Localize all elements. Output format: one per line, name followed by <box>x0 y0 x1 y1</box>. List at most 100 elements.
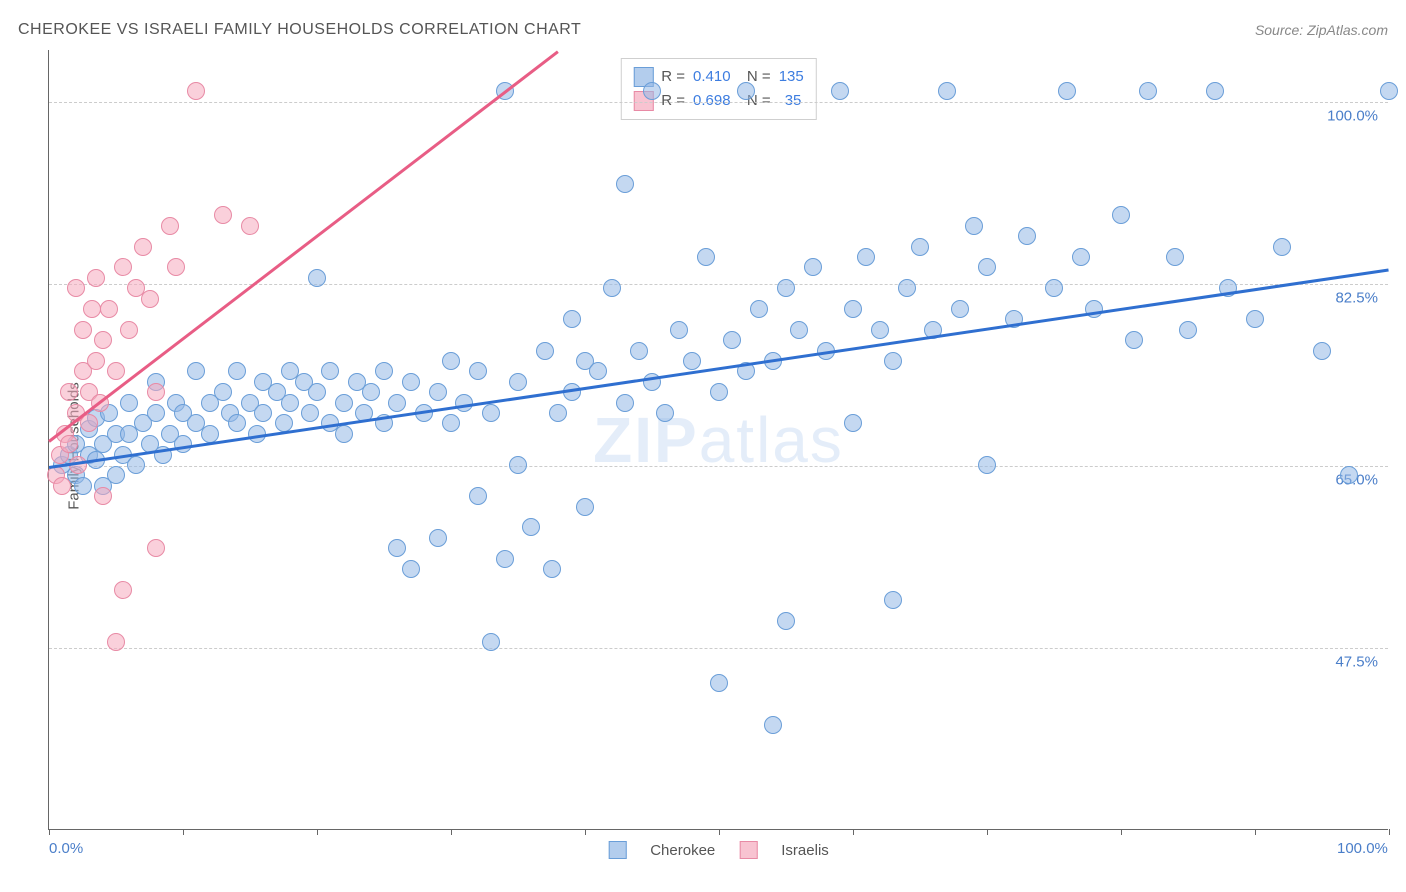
chart-container: CHEROKEE VS ISRAELI FAMILY HOUSEHOLDS CO… <box>0 0 1406 892</box>
x-tick <box>1121 829 1122 835</box>
data-point-cherokee <box>710 383 728 401</box>
swatch-blue <box>608 841 626 859</box>
data-point-cherokee <box>764 716 782 734</box>
data-point-cherokee <box>938 82 956 100</box>
data-point-cherokee <box>656 404 674 422</box>
data-point-israelis <box>107 362 125 380</box>
data-point-cherokee <box>831 82 849 100</box>
data-point-israelis <box>141 290 159 308</box>
data-point-cherokee <box>1139 82 1157 100</box>
data-point-israelis <box>214 206 232 224</box>
data-point-cherokee <box>388 539 406 557</box>
data-point-cherokee <box>254 404 272 422</box>
data-point-cherokee <box>429 383 447 401</box>
data-point-cherokee <box>469 487 487 505</box>
y-tick-label: 82.5% <box>1335 290 1378 307</box>
data-point-cherokee <box>616 175 634 193</box>
x-tick <box>1255 829 1256 835</box>
legend-label-israelis: Israelis <box>781 842 829 859</box>
data-point-israelis <box>60 435 78 453</box>
data-point-israelis <box>87 269 105 287</box>
data-point-cherokee <box>308 383 326 401</box>
watermark-suffix: atlas <box>699 404 844 476</box>
data-point-cherokee <box>321 362 339 380</box>
data-point-israelis <box>94 487 112 505</box>
data-point-cherokee <box>978 258 996 276</box>
data-point-israelis <box>60 383 78 401</box>
data-point-cherokee <box>455 394 473 412</box>
data-point-cherokee <box>804 258 822 276</box>
data-point-cherokee <box>442 414 460 432</box>
data-point-cherokee <box>737 82 755 100</box>
data-point-cherokee <box>429 529 447 547</box>
data-point-cherokee <box>120 394 138 412</box>
data-point-cherokee <box>469 362 487 380</box>
data-point-cherokee <box>790 321 808 339</box>
title-bar: CHEROKEE VS ISRAELI FAMILY HOUSEHOLDS CO… <box>18 18 1388 42</box>
data-point-cherokee <box>214 383 232 401</box>
chart-title: CHEROKEE VS ISRAELI FAMILY HOUSEHOLDS CO… <box>18 21 581 39</box>
data-point-cherokee <box>576 498 594 516</box>
data-point-israelis <box>94 331 112 349</box>
data-point-cherokee <box>549 404 567 422</box>
data-point-cherokee <box>978 456 996 474</box>
data-point-israelis <box>67 279 85 297</box>
data-point-israelis <box>161 217 179 235</box>
data-point-cherokee <box>911 238 929 256</box>
data-point-cherokee <box>362 383 380 401</box>
legend-label-cherokee: Cherokee <box>650 842 715 859</box>
data-point-cherokee <box>643 82 661 100</box>
data-point-israelis <box>83 300 101 318</box>
data-point-israelis <box>147 383 165 401</box>
data-point-cherokee <box>201 425 219 443</box>
gridline-h <box>49 466 1388 467</box>
data-point-israelis <box>100 300 118 318</box>
data-point-cherokee <box>589 362 607 380</box>
data-point-cherokee <box>951 300 969 318</box>
data-point-cherokee <box>1112 206 1130 224</box>
y-tick-label: 47.5% <box>1335 654 1378 671</box>
gridline-h <box>49 102 1388 103</box>
data-point-cherokee <box>871 321 889 339</box>
data-point-cherokee <box>402 560 420 578</box>
y-tick-label: 100.0% <box>1327 108 1378 125</box>
legend-r-label: R = <box>661 65 685 89</box>
data-point-cherokee <box>228 414 246 432</box>
data-point-cherokee <box>777 279 795 297</box>
data-point-cherokee <box>543 560 561 578</box>
x-tick <box>451 829 452 835</box>
source-attribution: Source: ZipAtlas.com <box>1255 22 1388 38</box>
data-point-cherokee <box>1313 342 1331 360</box>
legend-n-value-cherokee: 135 <box>779 65 804 89</box>
plot-area: ZIPatlas R = 0.410 N = 135 R = 0.698 N =… <box>48 50 1388 830</box>
data-point-israelis <box>134 238 152 256</box>
data-point-cherokee <box>522 518 540 536</box>
data-point-cherokee <box>281 394 299 412</box>
data-point-israelis <box>53 477 71 495</box>
data-point-cherokee <box>1206 82 1224 100</box>
data-point-cherokee <box>1018 227 1036 245</box>
legend-r-value-cherokee: 0.410 <box>693 65 731 89</box>
data-point-cherokee <box>563 310 581 328</box>
x-tick <box>719 829 720 835</box>
x-tick <box>987 829 988 835</box>
data-point-cherokee <box>335 425 353 443</box>
data-point-cherokee <box>710 674 728 692</box>
data-point-cherokee <box>482 633 500 651</box>
data-point-israelis <box>74 321 92 339</box>
data-point-cherokee <box>670 321 688 339</box>
data-point-cherokee <box>1273 238 1291 256</box>
data-point-cherokee <box>603 279 621 297</box>
data-point-cherokee <box>388 394 406 412</box>
data-point-cherokee <box>1166 248 1184 266</box>
data-point-cherokee <box>301 404 319 422</box>
data-point-cherokee <box>375 362 393 380</box>
data-point-cherokee <box>616 394 634 412</box>
data-point-cherokee <box>697 248 715 266</box>
data-point-israelis <box>114 581 132 599</box>
data-point-cherokee <box>965 217 983 235</box>
swatch-pink <box>739 841 757 859</box>
data-point-israelis <box>241 217 259 235</box>
data-point-cherokee <box>777 612 795 630</box>
data-point-cherokee <box>1125 331 1143 349</box>
